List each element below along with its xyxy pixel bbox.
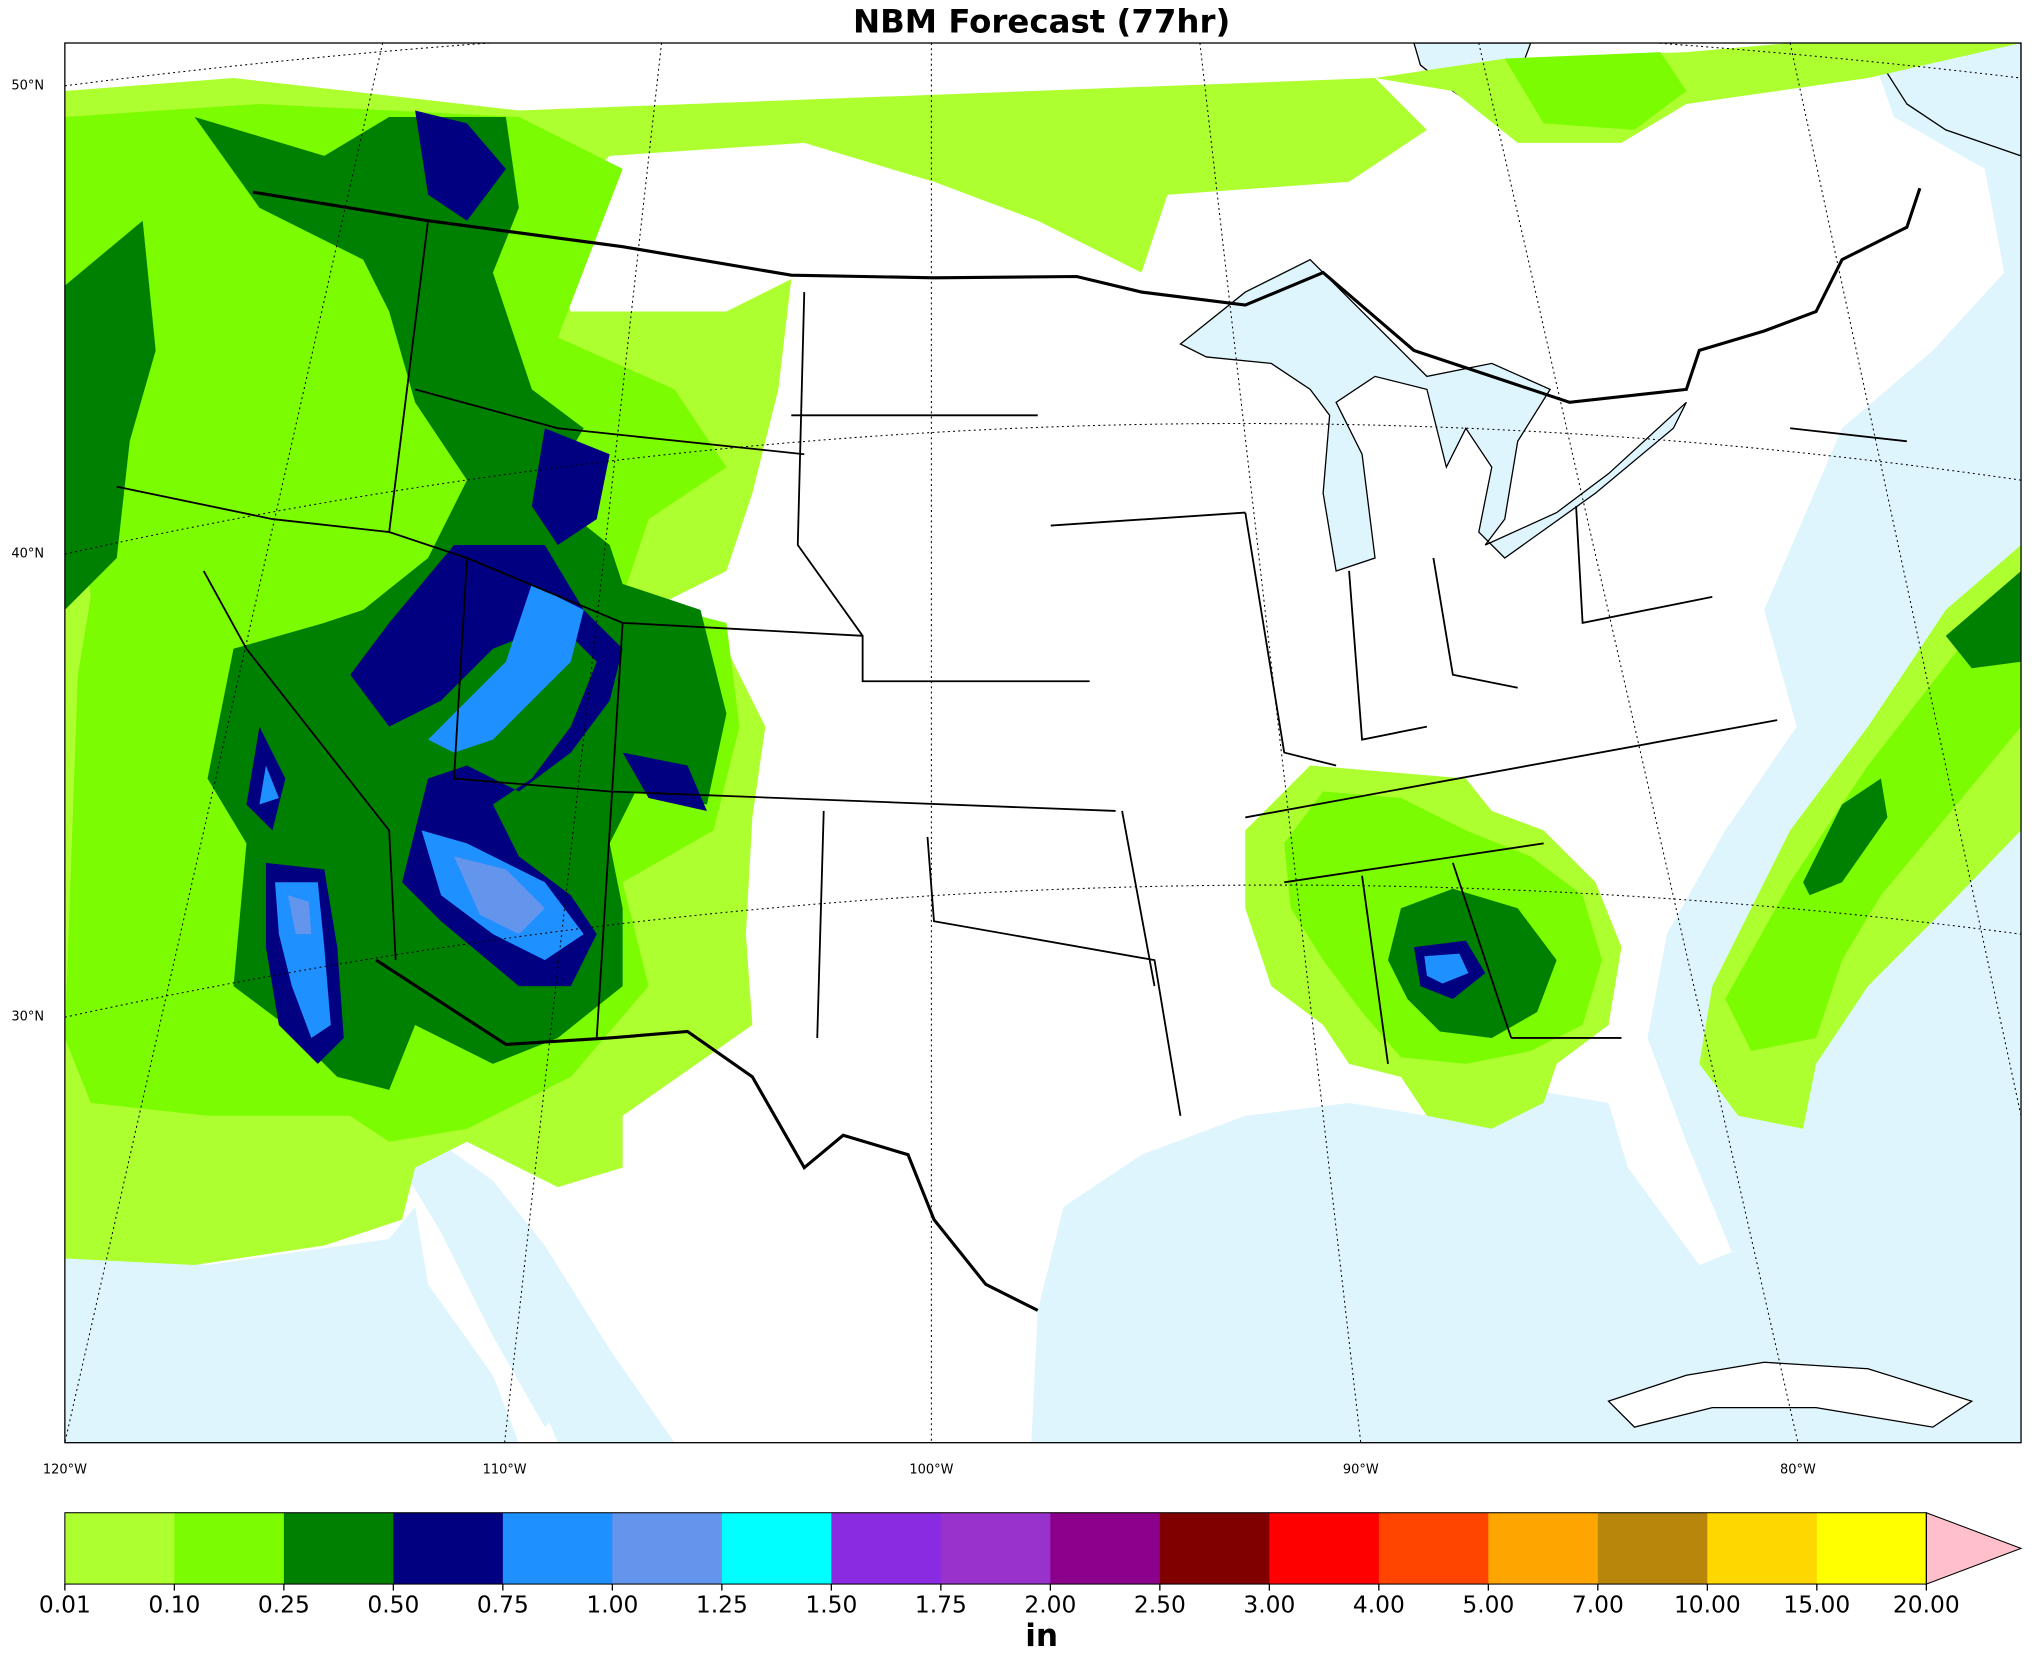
colorbar-segment (721, 1512, 832, 1585)
colorbar-extension (1925, 1511, 2023, 1585)
colorbar-segment (1269, 1512, 1380, 1585)
great-lakes (1179, 258, 1687, 572)
colorbar-segment (831, 1512, 942, 1585)
colorbar-segment (1050, 1512, 1161, 1585)
colorbar-tick-label: 15.00 (1783, 1591, 1850, 1619)
colorbar-segment (283, 1512, 395, 1585)
colorbar-tick-label: 1.50 (805, 1591, 857, 1619)
colorbar-segment (1488, 1512, 1599, 1585)
colorbar-segment (393, 1512, 504, 1585)
gulf-of-california (402, 1141, 571, 1428)
cuba (1607, 1361, 1974, 1428)
map-frame (64, 42, 2022, 1444)
colorbar-frame (64, 1512, 1927, 1585)
colorbar-segment (1378, 1512, 1489, 1585)
colorbar-tick-label: 3.00 (1243, 1591, 1295, 1619)
colorbar-tick-label: 2.50 (1134, 1591, 1186, 1619)
colorbar-segment (64, 1512, 176, 1585)
lat-label: 30°N (11, 1010, 44, 1025)
colorbar-tick-label: 7.00 (1572, 1591, 1624, 1619)
colorbar-segment (940, 1512, 1051, 1585)
colorbar-segment (174, 1512, 285, 1585)
colorbar-tick-label: 5.00 (1462, 1591, 1514, 1619)
colorbar-tick-label: 0.25 (258, 1591, 310, 1619)
colorbar-tick-label: 2.00 (1024, 1591, 1076, 1619)
lon-label: 100°W (909, 1462, 953, 1477)
lat-label: 40°N (11, 547, 44, 562)
colorbar: 0.01 0.10 0.25 0.50 0.75 1.00 1.25 1.50 1.75 2.00… (39, 1511, 2023, 1619)
colorbar-segment (1159, 1512, 1270, 1585)
colorbar-tick-label: 0.75 (477, 1591, 529, 1619)
colorbar-tick-label: 0.50 (367, 1591, 419, 1619)
colorbar-tick-label: 1.25 (696, 1591, 748, 1619)
precip-field (64, 43, 2022, 1265)
colorbar-tick-label: 20.00 (1893, 1591, 1960, 1619)
lon-label: 80°W (1780, 1462, 1816, 1477)
colorbar-tick-label: 1.00 (586, 1591, 638, 1619)
colorbar-segment (1707, 1512, 1818, 1585)
colorbar-segment (1597, 1512, 1708, 1585)
colorbar-tick-label: 0.10 (148, 1591, 200, 1619)
colorbar-label: in (1025, 1618, 1058, 1654)
map (64, 43, 2022, 1443)
colorbar-segment (1816, 1512, 1927, 1585)
borders (116, 187, 1922, 1312)
colorbar-tick-label: 0.01 (39, 1591, 91, 1619)
title: NBM Forecast (77hr) (853, 3, 1230, 41)
lat-label: 50°N (11, 78, 44, 93)
pacific (64, 1206, 519, 1443)
colorbar-segment (612, 1512, 723, 1585)
lon-label: 110°W (483, 1462, 527, 1477)
graticule (64, 43, 2022, 1443)
lon-label: 120°W (43, 1462, 87, 1477)
colorbar-tick-label: 4.00 (1353, 1591, 1405, 1619)
map-labels: 50°N 40°N 30°N 120°W 110°W 100°W 90°W 80°W (11, 78, 1816, 1477)
colorbar-segment (502, 1512, 614, 1585)
colorbar-tick-label: 1.75 (915, 1591, 967, 1619)
lon-label: 90°W (1343, 1462, 1379, 1477)
colorbar-tick-label: 10.00 (1674, 1591, 1741, 1619)
